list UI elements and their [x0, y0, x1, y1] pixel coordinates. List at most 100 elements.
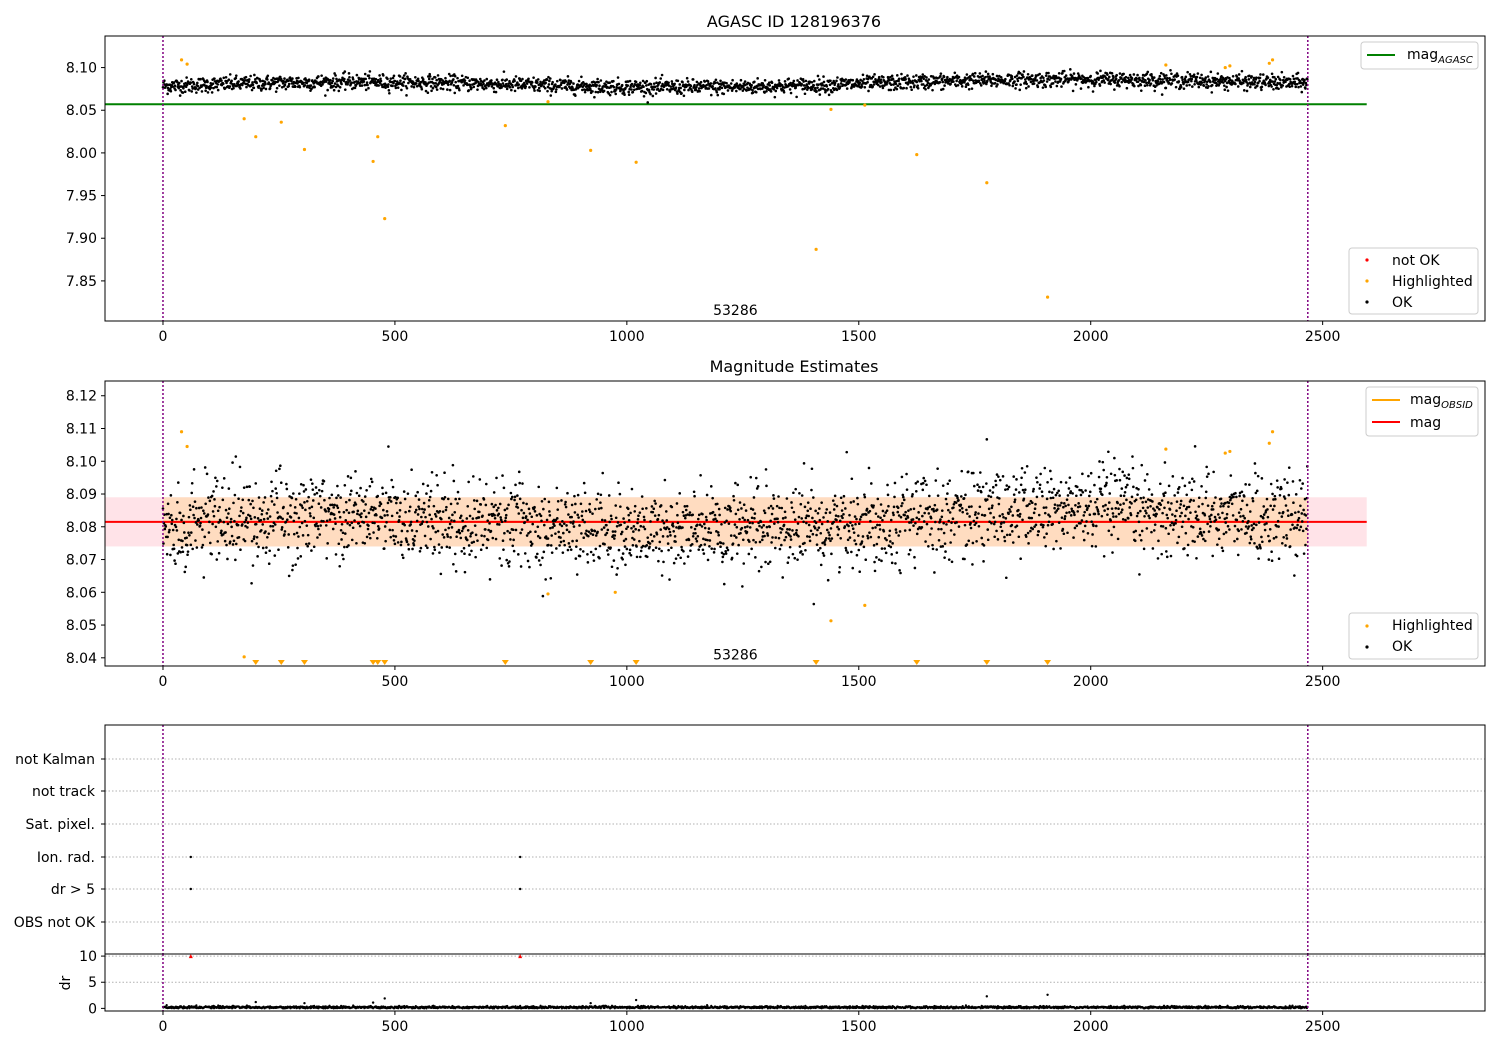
ok-point	[969, 526, 973, 530]
ok-point	[403, 77, 407, 81]
ok-point	[621, 552, 625, 555]
ok-point	[1119, 494, 1123, 498]
ok-point	[1242, 495, 1246, 498]
ok-point	[318, 533, 322, 536]
ok-point	[816, 86, 819, 89]
x-tick-label: 2000	[1073, 329, 1109, 345]
ok-point	[365, 81, 369, 84]
ok-point	[784, 535, 788, 539]
ok-point	[958, 509, 962, 512]
ok-point	[1270, 559, 1274, 563]
ok-point	[1007, 512, 1010, 515]
ok-point	[1061, 527, 1065, 531]
ok-point	[873, 569, 877, 573]
ok-point	[304, 508, 307, 512]
ok-point	[1244, 78, 1248, 82]
ok-point	[587, 530, 591, 533]
ok-point	[441, 510, 445, 513]
ok-point	[166, 535, 169, 539]
ok-point	[316, 524, 320, 528]
ok-point	[1299, 525, 1303, 529]
ok-point	[1068, 476, 1072, 479]
ok-point	[555, 517, 559, 520]
ok-point	[600, 518, 604, 522]
ok-point	[165, 552, 169, 556]
ok-point	[533, 505, 536, 509]
ok-point	[549, 77, 552, 80]
ok-point	[946, 75, 949, 79]
ok-point	[798, 491, 801, 495]
ok-point	[254, 482, 258, 485]
ok-point	[386, 501, 390, 505]
ok-point	[483, 534, 486, 538]
ok-point	[308, 512, 312, 515]
ok-point	[178, 511, 182, 515]
ok-point	[821, 551, 825, 555]
ok-point	[864, 558, 868, 562]
ok-point	[1200, 484, 1203, 488]
ok-point	[266, 74, 270, 78]
ok-point	[419, 546, 423, 550]
ok-point	[573, 494, 576, 498]
ok-point	[896, 84, 900, 88]
ok-point	[716, 531, 720, 534]
ok-point	[975, 516, 979, 520]
ok-point	[625, 547, 629, 551]
ok-point	[478, 510, 481, 514]
ok-point	[943, 84, 946, 87]
ok-point	[857, 534, 860, 537]
ok-point	[502, 548, 505, 551]
ok-point	[336, 506, 340, 510]
ok-point	[691, 78, 695, 81]
ok-point	[511, 85, 515, 89]
legend-not-ok-label: not OK	[1392, 253, 1440, 269]
ok-point	[1267, 558, 1271, 561]
ok-point	[320, 489, 324, 493]
ok-point	[547, 543, 550, 547]
ok-point	[545, 78, 549, 81]
ok-point	[405, 94, 408, 97]
ok-point	[950, 560, 954, 564]
ok-point	[1148, 516, 1151, 520]
ok-point	[751, 91, 755, 94]
ok-point	[1171, 513, 1174, 516]
ok-point	[227, 487, 231, 490]
ok-point	[1133, 539, 1137, 543]
ok-point	[881, 509, 885, 513]
ok-point	[420, 515, 423, 519]
ok-point	[1139, 83, 1143, 87]
highlighted-point	[634, 160, 638, 164]
ok-point	[428, 75, 432, 78]
ok-point	[356, 512, 359, 516]
ok-point	[760, 538, 764, 542]
ok-point	[554, 83, 557, 86]
ok-point	[707, 531, 710, 534]
ok-point	[292, 519, 296, 523]
ok-point	[719, 79, 722, 83]
ok-point	[694, 537, 698, 540]
ok-point	[426, 91, 430, 95]
ok-point	[972, 75, 976, 78]
ok-point	[736, 483, 740, 487]
ok-point	[706, 79, 710, 83]
ok-point	[596, 530, 599, 534]
ok-point	[396, 86, 400, 89]
ok-point	[1232, 495, 1235, 499]
ok-point	[1120, 80, 1124, 84]
ok-point	[180, 518, 183, 522]
ok-point	[1291, 480, 1295, 483]
ok-point	[215, 85, 219, 89]
ok-point	[472, 540, 476, 544]
ok-point	[498, 502, 502, 506]
ok-point	[1072, 536, 1075, 539]
ok-point	[1075, 494, 1078, 498]
ok-point	[363, 509, 366, 512]
ok-point	[800, 517, 804, 520]
ok-point	[311, 488, 315, 491]
ok-point	[1094, 524, 1098, 528]
ok-point	[824, 511, 828, 515]
ok-point	[772, 497, 776, 500]
ok-point	[274, 469, 278, 473]
ok-point	[749, 475, 753, 479]
ok-point	[799, 502, 803, 506]
